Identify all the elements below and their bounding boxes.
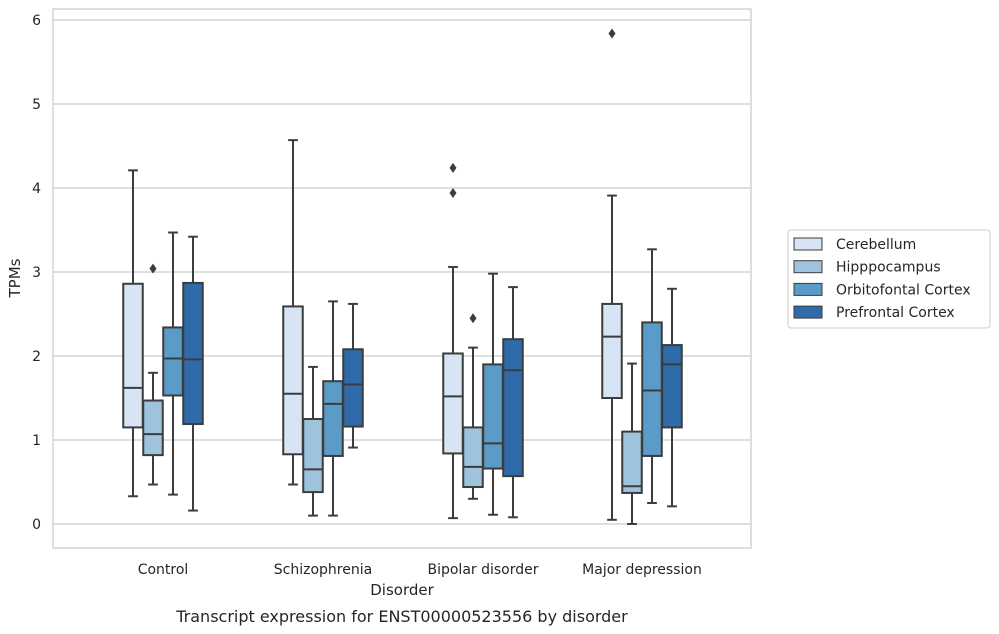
box bbox=[601, 28, 623, 521]
legend-frame bbox=[787, 229, 991, 329]
box-body bbox=[661, 344, 683, 429]
legend-label: Orbitofontal Cortex bbox=[836, 282, 971, 298]
x-tick-labels: Control Schizophrenia Bipolar disorder Majo… bbox=[138, 562, 702, 578]
y-tick-label: 5 bbox=[32, 97, 41, 113]
legend: Cerebellum Hipppocampus Orbitofontal Corte… bbox=[787, 229, 991, 329]
legend-label: Prefrontal Cortex bbox=[836, 305, 955, 321]
box bbox=[482, 272, 504, 516]
series-orbitofontal-cortex bbox=[162, 231, 663, 517]
legend-label: Cerebellum bbox=[836, 237, 916, 253]
box-body bbox=[122, 282, 144, 429]
series-hipppocampus bbox=[142, 263, 643, 525]
box bbox=[282, 139, 304, 486]
plot-area-frame bbox=[52, 8, 752, 549]
box-body bbox=[601, 302, 623, 400]
box-body bbox=[462, 426, 484, 489]
y-tick-label: 3 bbox=[32, 265, 41, 281]
box-body bbox=[182, 281, 204, 426]
box bbox=[442, 162, 464, 520]
x-tick-label: Major depression bbox=[582, 562, 702, 578]
y-tick-label: 4 bbox=[32, 181, 41, 197]
box-body bbox=[282, 305, 304, 456]
box-body bbox=[342, 348, 364, 428]
legend-swatch bbox=[793, 260, 823, 274]
box bbox=[661, 287, 683, 508]
box-body bbox=[322, 380, 344, 457]
legend-swatch bbox=[793, 305, 823, 319]
box bbox=[502, 286, 524, 519]
box bbox=[162, 231, 184, 496]
y-tick-labels: 0 1 2 3 4 5 6 bbox=[32, 13, 41, 533]
box bbox=[182, 235, 204, 512]
x-tick-label: Bipolar disorder bbox=[427, 562, 538, 578]
y-tick-label: 2 bbox=[32, 349, 41, 365]
x-tick-label: Schizophrenia bbox=[274, 562, 372, 578]
x-tick-label: Control bbox=[138, 562, 189, 578]
chart-caption: Transcript expression for ENST0000052355… bbox=[175, 607, 628, 626]
box bbox=[621, 362, 643, 525]
box bbox=[462, 313, 484, 500]
box-body bbox=[302, 418, 324, 494]
box-body bbox=[442, 352, 464, 455]
box bbox=[142, 263, 164, 486]
box-body bbox=[502, 338, 524, 478]
box-body bbox=[621, 430, 643, 494]
outlier-point bbox=[449, 162, 457, 173]
legend-swatch bbox=[793, 237, 823, 251]
x-axis-label: Disorder bbox=[370, 581, 434, 599]
series-cerebellum bbox=[122, 28, 623, 521]
legend-label: Hipppocampus bbox=[836, 260, 941, 276]
y-tick-label: 1 bbox=[32, 433, 41, 449]
box-body bbox=[162, 326, 184, 397]
y-tick-label: 0 bbox=[32, 517, 41, 533]
legend-swatch bbox=[793, 282, 823, 296]
box bbox=[322, 300, 344, 517]
outlier-point bbox=[149, 263, 157, 274]
y-tick-label: 6 bbox=[32, 13, 41, 29]
box bbox=[342, 302, 364, 449]
box bbox=[641, 248, 663, 504]
outlier-point bbox=[449, 188, 457, 199]
box bbox=[122, 169, 144, 498]
box-body bbox=[142, 399, 164, 457]
y-axis-label: TPMs bbox=[6, 258, 24, 298]
series-prefrontal-cortex bbox=[182, 235, 683, 519]
outlier-point bbox=[469, 313, 477, 324]
box-body bbox=[482, 363, 504, 470]
box-body bbox=[641, 321, 663, 457]
outlier-point bbox=[608, 28, 616, 39]
box-series bbox=[122, 28, 683, 525]
